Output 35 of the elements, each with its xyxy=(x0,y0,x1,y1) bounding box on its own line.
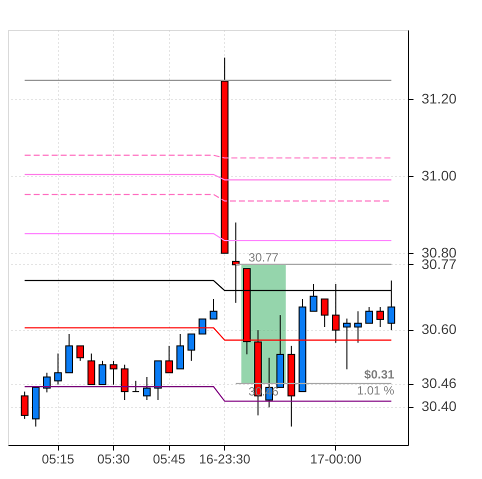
candlestick xyxy=(165,345,173,374)
y-tick-label: 30.46 xyxy=(422,375,457,392)
candlestick xyxy=(98,360,106,386)
annotation: 30.46 xyxy=(248,384,279,399)
candlestick xyxy=(210,298,218,320)
candlestick xyxy=(132,380,140,392)
x-tick-label: 05:45 xyxy=(152,452,186,466)
annotation: $0.31 xyxy=(364,368,395,382)
candlestick xyxy=(143,376,151,401)
candlestick xyxy=(76,345,84,362)
candlestick xyxy=(43,372,51,393)
y-tick-label: 31.00 xyxy=(422,168,457,184)
candlestick xyxy=(110,360,118,386)
candlestick xyxy=(54,353,62,386)
annotation: 1.01 % xyxy=(356,384,395,398)
x-tick-label: 05:15 xyxy=(42,452,74,466)
x-tick-label: 17-00:00 xyxy=(310,452,362,466)
candlestick xyxy=(354,310,362,344)
candlestick xyxy=(20,391,28,420)
annotation: 30.77 xyxy=(248,250,279,264)
y-tick-label: 31.20 xyxy=(422,90,457,107)
y-tick-label: 30.80 xyxy=(422,244,457,260)
y-tick-label: 30.40 xyxy=(422,398,457,414)
candlestick xyxy=(376,306,384,328)
candlestick xyxy=(176,333,184,370)
candlestick xyxy=(120,364,128,401)
candlestick xyxy=(320,298,328,328)
candlestick xyxy=(188,333,196,362)
y-tick-label: 30.60 xyxy=(422,321,457,338)
x-tick-label: 16-23:30 xyxy=(199,452,250,466)
candlestick xyxy=(88,353,96,386)
candlestick xyxy=(365,306,373,324)
candlestick xyxy=(343,318,351,370)
x-tick-label: 05:30 xyxy=(97,452,130,466)
candlestick xyxy=(198,318,206,334)
